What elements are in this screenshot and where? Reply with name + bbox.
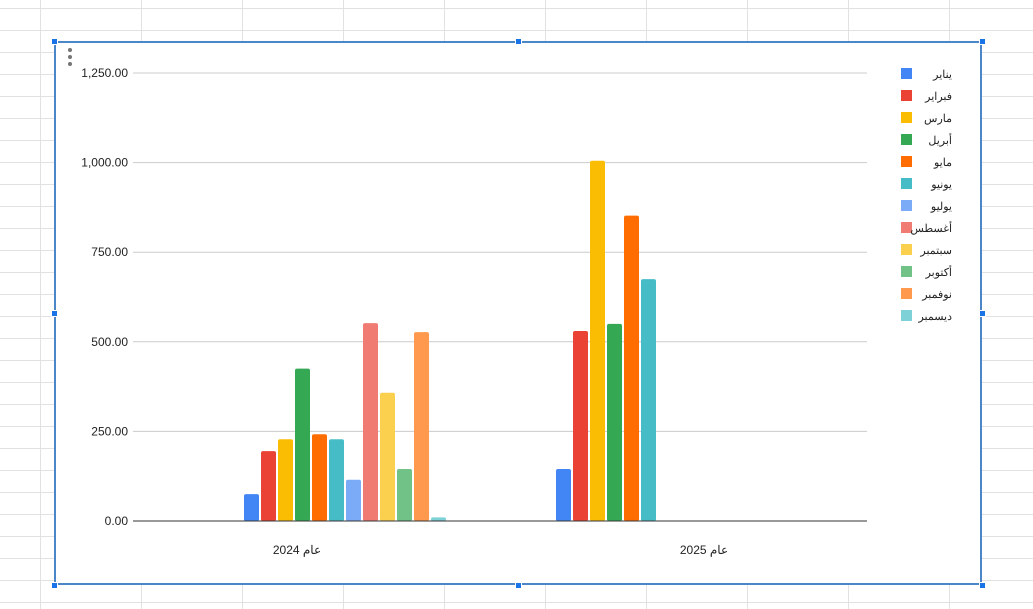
resize-handle-top-left[interactable] bbox=[51, 38, 58, 45]
x-tick-label: عام 2025 bbox=[680, 543, 728, 557]
chart-container[interactable] bbox=[54, 41, 982, 585]
x-tick-label: عام 2024 bbox=[273, 543, 321, 557]
chart-menu-icon[interactable] bbox=[64, 46, 76, 68]
y-tick-label: 250.00 bbox=[91, 424, 128, 438]
y-tick-label: 1,250.00 bbox=[81, 66, 128, 80]
legend-label: يوليو bbox=[930, 201, 952, 213]
legend-label: أكتوبر bbox=[925, 265, 952, 279]
legend-swatch bbox=[901, 178, 912, 189]
bar[interactable] bbox=[261, 451, 276, 521]
legend-label: أغسطس bbox=[910, 221, 952, 235]
bar[interactable] bbox=[431, 517, 446, 521]
legend-label: مايو bbox=[933, 157, 952, 169]
resize-handle-middle-right[interactable] bbox=[979, 310, 986, 317]
bar[interactable] bbox=[295, 368, 310, 521]
bar[interactable] bbox=[329, 439, 344, 521]
resize-handle-bottom-right[interactable] bbox=[979, 582, 986, 589]
bar[interactable] bbox=[346, 479, 361, 521]
legend-label: يونيو bbox=[930, 179, 952, 191]
bar[interactable] bbox=[312, 434, 327, 521]
legend-label: سبتمبر bbox=[919, 245, 952, 257]
legend-swatch bbox=[901, 244, 912, 255]
legend-label: يناير bbox=[932, 69, 952, 81]
gridlines bbox=[133, 72, 867, 432]
bar[interactable] bbox=[244, 494, 259, 521]
bar[interactable] bbox=[590, 160, 605, 522]
legend-swatch bbox=[901, 200, 912, 211]
resize-handle-bottom-center[interactable] bbox=[515, 582, 522, 589]
legend-swatch bbox=[901, 222, 912, 233]
legend-swatch bbox=[901, 310, 912, 321]
bar[interactable] bbox=[624, 215, 639, 522]
bar[interactable] bbox=[414, 332, 429, 521]
y-tick-label: 500.00 bbox=[91, 335, 128, 349]
bar[interactable] bbox=[363, 323, 378, 521]
legend-swatch bbox=[901, 288, 912, 299]
legend-label: مارس bbox=[924, 113, 952, 125]
legend-label: ديسمبر bbox=[917, 311, 952, 323]
legend: يناير فبراير مارس أبريل مايو يونيو يوليو أغسطس س… bbox=[901, 68, 952, 323]
bar[interactable] bbox=[380, 392, 395, 521]
resize-handle-bottom-left[interactable] bbox=[51, 582, 58, 589]
y-axis: 0.00 250.00 500.00 750.00 1,000.00 1,250.00 bbox=[81, 66, 128, 528]
legend-label: أبريل bbox=[928, 133, 952, 147]
bar[interactable] bbox=[556, 469, 571, 521]
resize-handle-top-right[interactable] bbox=[979, 38, 986, 45]
legend-swatch bbox=[901, 112, 912, 123]
bars bbox=[244, 160, 656, 522]
legend-label: فبراير bbox=[924, 91, 952, 103]
resize-handle-top-center[interactable] bbox=[515, 38, 522, 45]
legend-swatch bbox=[901, 156, 912, 167]
bar[interactable] bbox=[573, 331, 588, 521]
bar[interactable] bbox=[397, 469, 412, 521]
legend-swatch bbox=[901, 90, 912, 101]
y-tick-label: 1,000.00 bbox=[81, 156, 128, 170]
y-tick-label: 0.00 bbox=[105, 514, 129, 528]
bar[interactable] bbox=[278, 439, 293, 521]
bar[interactable] bbox=[641, 279, 656, 521]
legend-label: نوفمبر bbox=[921, 289, 952, 301]
x-axis: عام 2024 عام 2025 bbox=[273, 543, 728, 557]
legend-swatch bbox=[901, 266, 912, 277]
legend-swatch bbox=[901, 134, 912, 145]
legend-swatch bbox=[901, 68, 912, 79]
resize-handle-middle-left[interactable] bbox=[51, 310, 58, 317]
y-tick-label: 750.00 bbox=[91, 245, 128, 259]
bar[interactable] bbox=[607, 323, 622, 521]
